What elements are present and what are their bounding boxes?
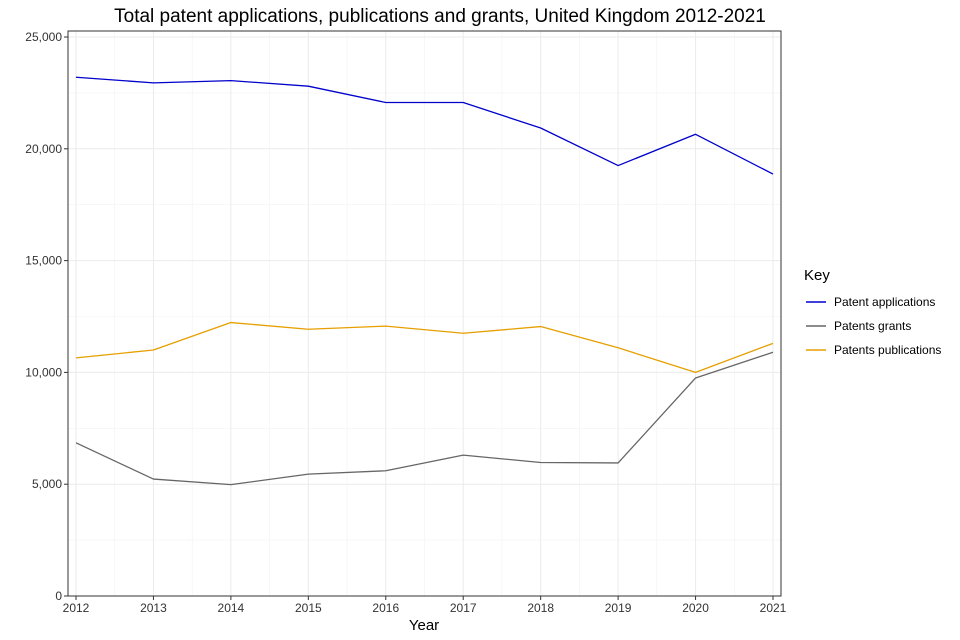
x-tick-label: 2019 xyxy=(605,601,632,615)
y-tick-label: 20,000 xyxy=(25,142,62,156)
x-axis-title: Year xyxy=(409,617,439,634)
series-line-patent-applications xyxy=(75,76,774,175)
y-tick-label: 10,000 xyxy=(25,365,62,379)
series-line-patents-grants xyxy=(75,351,774,486)
grid xyxy=(68,31,781,597)
x-tick-label: 2021 xyxy=(760,601,787,615)
x-tick-label: 2017 xyxy=(450,601,477,615)
x-tick-label: 2014 xyxy=(218,601,245,615)
legend-title: Key xyxy=(804,267,830,284)
series-line-patents-publications xyxy=(75,321,774,374)
plot-panel-border xyxy=(67,30,782,597)
y-axis: 0 5,000 10,000 15,000 20,000 25,000 xyxy=(25,30,68,603)
y-tick-label: 5,000 xyxy=(32,477,62,491)
y-tick-label: 0 xyxy=(55,589,62,603)
x-tick-label: 2016 xyxy=(372,601,399,615)
x-tick-label: 2013 xyxy=(140,601,167,615)
series-lines xyxy=(75,76,774,486)
legend-label-patents-grants: Patents grants xyxy=(834,319,911,333)
y-tick-label: 25,000 xyxy=(25,30,62,44)
x-axis: 2012 2013 2014 2015 2016 2017 2018 2019 2020 2021 xyxy=(63,596,787,615)
x-tick-label: 2018 xyxy=(527,601,554,615)
legend-label-patent-applications: Patent applications xyxy=(834,295,935,309)
legend-label-patents-publications: Patents publications xyxy=(834,343,941,357)
chart-title: Total patent applications, publications … xyxy=(114,6,766,27)
legend: Patent applications Patents grants Patents… xyxy=(806,295,941,357)
y-tick-label: 15,000 xyxy=(25,254,62,268)
x-tick-label: 2012 xyxy=(63,601,90,615)
x-tick-label: 2015 xyxy=(295,601,322,615)
x-tick-label: 2020 xyxy=(682,601,709,615)
